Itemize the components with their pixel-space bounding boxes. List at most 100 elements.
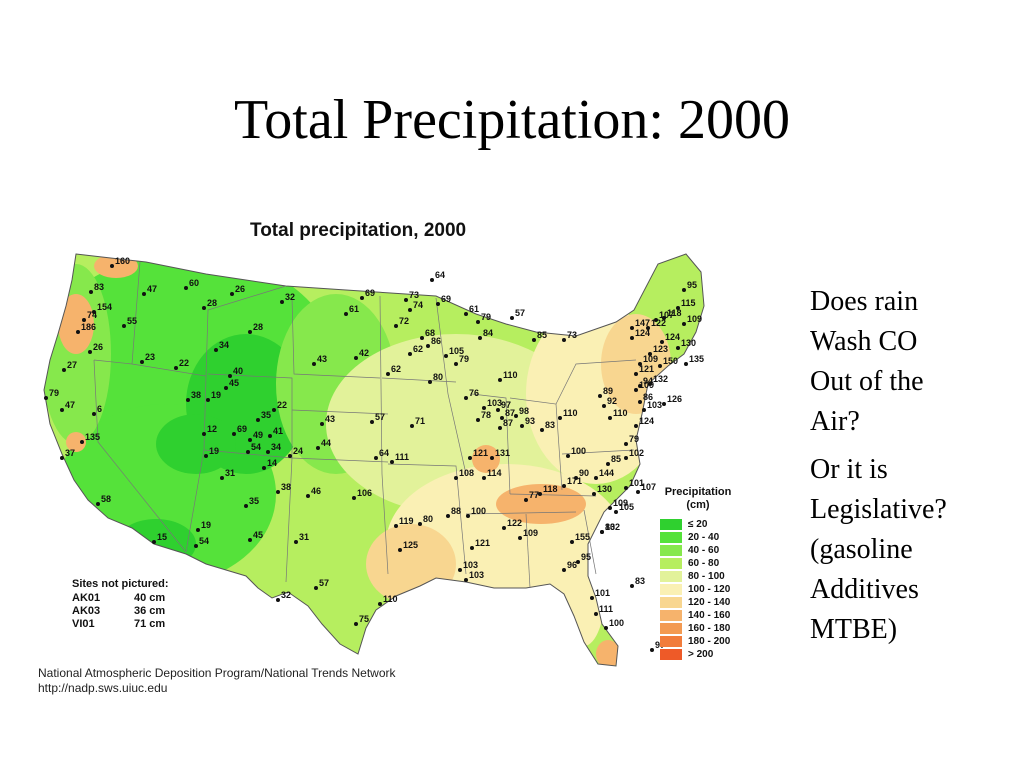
precipitation-map: 160 47 60 26 83 154 74 186 55 32 28 28 26 23 22 34 27 40 4… [36,214,748,700]
site-value-label: 124 [635,328,650,338]
site-value-label: 101 [595,588,610,598]
site-value-label: 75 [359,614,369,624]
legend-item: 120 - 140 [648,596,748,609]
site-value-label: 102 [629,448,644,458]
site-value-label: 92 [607,396,617,406]
site-marker [464,396,468,400]
site-marker [638,400,642,404]
site-value-label: 86 [643,392,653,402]
site-marker [194,544,198,548]
site-marker [206,398,210,402]
legend-item: 160 - 180 [648,622,748,635]
site-value-label: 86 [431,336,441,346]
site-marker [228,374,232,378]
site-value-label: 83 [635,576,645,586]
site-value-label: 107 [659,310,674,320]
site-marker [374,456,378,460]
site-marker [398,548,402,552]
site-value-label: 26 [235,284,245,294]
site-value-label: 83 [94,282,104,292]
site-marker [454,476,458,480]
legend-label: 120 - 140 [688,597,731,608]
site-row: AK01 40 cm [72,592,169,605]
legend-item: 100 - 120 [648,583,748,596]
site-value-label: 85 [537,330,547,340]
site-marker [390,460,394,464]
site-marker [566,454,570,458]
legend-swatch [660,623,682,634]
site-marker [638,362,642,366]
site-value-label: 15 [157,532,167,542]
side-text-line: (gasoline [810,534,913,565]
site-value-label: 103 [469,570,484,580]
site-marker [276,490,280,494]
side-text-line: Does rain [810,286,919,317]
legend-rows: ≤ 20 20 - 40 40 - 60 60 - 80 80 - 100 100 - 1… [648,518,748,661]
site-marker [562,484,566,488]
site-value-label: 107 [641,482,656,492]
map-credit: National Atmospheric Deposition Program/… [38,666,396,696]
answer-block: Or it is Legislative? (gasoline Additives MT… [810,450,1010,650]
site-value-label: 111 [599,604,613,614]
site-value-label: 19 [201,520,211,530]
site-value-label: 160 [115,256,130,266]
site-marker [89,290,93,294]
site-value-label: 28 [253,322,263,332]
legend-swatch [660,610,682,621]
side-text-line: Out of the [810,366,924,397]
site-value-label: 84 [483,328,493,338]
site-value-label: 41 [273,426,283,436]
site-marker [174,366,178,370]
question-block: Does rain Wash CO Out of the Air? [810,282,1010,442]
site-row: AK03 36 cm [72,605,169,618]
site-value-label: 54 [199,536,209,546]
site-marker [320,422,324,426]
site-value-label: 47 [147,284,157,294]
legend-label: ≤ 20 [688,519,708,530]
site-marker [576,560,580,564]
site-marker [464,578,468,582]
site-marker [684,362,688,366]
site-marker [378,602,382,606]
legend-swatch [660,584,682,595]
legend-label: 100 - 120 [688,584,731,595]
legend-label: 60 - 80 [688,558,720,569]
site-marker [606,462,610,466]
site-value-label: 110 [613,408,628,418]
site-marker [82,318,86,322]
site-value-label: 100 [609,618,624,628]
legend-item: 140 - 160 [648,609,748,622]
site-value-label: 96 [567,560,577,570]
site-value-label: 106 [357,488,372,498]
site-id: AK03 [72,605,101,617]
side-text: Does rain Wash CO Out of the Air? Or it is L… [810,282,1010,658]
site-marker [476,418,480,422]
site-value-label: 26 [93,342,103,352]
site-value-label: 110 [503,370,518,380]
site-marker [316,446,320,450]
site-marker [394,524,398,528]
site-value-label: 109 [687,314,702,324]
site-value-label: 45 [253,530,263,540]
site-value-label: 94 [643,376,653,386]
site-marker [500,416,504,420]
site-value: 71 cm [134,618,166,630]
site-marker [354,622,358,626]
site-marker [60,456,64,460]
site-value-label: 121 [475,538,490,548]
site-value-label: 47 [65,400,75,410]
site-value-label: 43 [325,414,335,424]
site-value-label: 77 [529,490,539,500]
site-marker [140,360,144,364]
site-marker [630,584,634,588]
site-value-label: 102 [605,522,620,532]
site-value-label: 124 [665,332,680,342]
site-value-label: 72 [399,316,409,326]
site-value-label: 79 [481,312,491,322]
site-marker [196,528,200,532]
legend-title-line1: Precipitation [664,486,732,498]
legend-label: > 200 [688,649,714,660]
site-value-label: 154 [97,302,112,312]
site-value-label: 89 [603,386,613,396]
site-marker [186,398,190,402]
